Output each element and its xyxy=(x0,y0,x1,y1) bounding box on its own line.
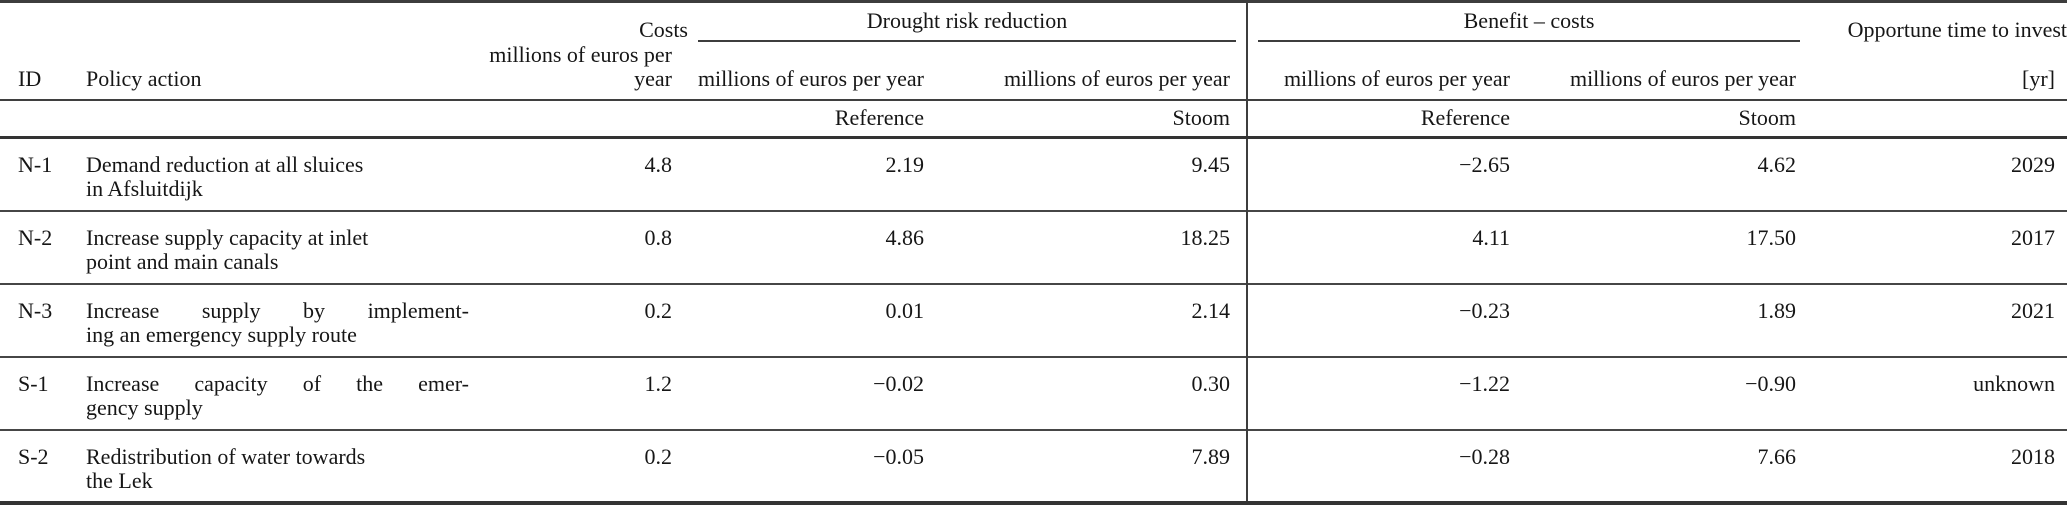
cell-drought-reference: 4.86 xyxy=(688,209,938,284)
cell-policy-action: Redistribution of water towards the Lek xyxy=(85,428,470,503)
cell-drought-stoom: 18.25 xyxy=(938,209,1247,284)
cell-opportune-time: unknown xyxy=(1810,355,2067,430)
unit-costs: millions of euros per year xyxy=(470,41,688,101)
cell-benefit-reference: −1.22 xyxy=(1246,355,1524,430)
cell-id: N-2 xyxy=(0,209,85,284)
action-line1: Increase capacity of the emer- xyxy=(86,370,469,396)
action-line2: point and main canals xyxy=(86,248,279,274)
cell-costs: 4.8 xyxy=(644,152,673,177)
drought-group-label: Drought risk reduction xyxy=(698,8,1236,42)
col-group-opportune-time: Opportune time to invest xyxy=(1847,16,2067,42)
cell-opportune-time: 2017 xyxy=(1810,209,2067,284)
header-id: ID xyxy=(0,41,85,101)
cell-benefit-reference: 4.11 xyxy=(1246,209,1524,284)
cell-id: S-1 xyxy=(0,355,85,430)
table-row-n1: N-1 Demand reduction at all sluices in A… xyxy=(0,137,2067,211)
benefit-group-label: Benefit – costs xyxy=(1258,8,1801,42)
header-benefit-reference: Reference xyxy=(1246,99,1524,139)
unit-benefit-reference: millions of euros per year xyxy=(1246,41,1524,101)
cell-benefit-stoom: 7.66 xyxy=(1524,428,1811,503)
cell-costs: 0.2 xyxy=(470,282,688,357)
col-group-costs: Costs xyxy=(639,16,688,42)
header-benefit-stoom: Stoom xyxy=(1524,99,1811,139)
cell-drought-stoom: 0.30 xyxy=(938,355,1247,430)
unit-drought-stoom: millions of euros per year xyxy=(938,41,1247,101)
cell-opportune-time: 2018 xyxy=(1810,428,2067,503)
spacer-action-2 xyxy=(85,99,470,139)
cell-opportune-time: 2021 xyxy=(1810,282,2067,357)
cell-costs: 0.8 xyxy=(470,209,688,284)
unit-drought-reference: millions of euros per year xyxy=(688,41,938,101)
header-drought-reference: Reference xyxy=(688,99,938,139)
spacer-id xyxy=(0,2,85,42)
action-line2: the Lek xyxy=(86,467,153,493)
cell-drought-stoom: 2.14 xyxy=(938,282,1247,357)
action-line1: Demand reduction at all sluices xyxy=(86,152,364,177)
cell-policy-action: Increase supply capacity at inlet point … xyxy=(85,209,470,284)
cell-benefit-reference: −0.28 xyxy=(1246,428,1524,503)
col-group-benefit-costs: Benefit – costs xyxy=(1245,1,1811,42)
header-drought-stoom: Stoom xyxy=(938,99,1247,139)
action-line2: in Afsluitdijk xyxy=(86,176,203,201)
action-line1: Increase supply capacity at inlet xyxy=(86,224,369,250)
cell-id: S-2 xyxy=(0,428,85,503)
spacer-id-2 xyxy=(0,99,85,139)
unit-benefit-stoom: millions of euros per year xyxy=(1524,41,1811,101)
col-group-drought-risk-reduction: Drought risk reduction xyxy=(688,2,1247,42)
table-row-n3: N-3 Increase supply by implement- ing an… xyxy=(0,282,2067,357)
cell-policy-action: Increase capacity of the emer- gency sup… xyxy=(85,355,470,430)
action-line2: ing an emergency supply route xyxy=(86,321,357,347)
cell-benefit-stoom: 17.50 xyxy=(1524,209,1811,284)
cell-drought-reference: −0.02 xyxy=(688,355,938,430)
action-line2: gency supply xyxy=(86,394,203,420)
spacer-action xyxy=(85,2,470,42)
spacer-costs xyxy=(470,99,688,139)
cell-policy-action: Demand reduction at all sluices in Afslu… xyxy=(85,138,470,211)
cell-policy-action: Increase supply by implement- ing an eme… xyxy=(85,282,470,357)
cell-drought-reference: −0.05 xyxy=(688,428,938,503)
cell-benefit-stoom: −0.90 xyxy=(1524,355,1811,430)
header-units-row: ID Policy action millions of euros per y… xyxy=(0,41,2067,101)
cell-benefit-stoom: 1.89 xyxy=(1524,282,1811,357)
cell-drought-reference: 0.01 xyxy=(688,282,938,357)
cell-drought-reference: 2.19 xyxy=(885,152,925,177)
action-line1: Redistribution of water towards xyxy=(86,443,366,469)
cell-id: N-3 xyxy=(0,282,85,357)
cell-benefit-reference: −2.65 xyxy=(1246,137,1524,211)
spacer-opportune xyxy=(1810,99,2067,139)
header-scenario-row: Reference Stoom Reference Stoom xyxy=(0,99,2067,139)
header-group-row: Costs Drought risk reduction Benefit – c… xyxy=(0,1,2067,42)
unit-year: [yr] xyxy=(1810,41,2067,101)
table-row-n2: N-2 Increase supply capacity at inlet po… xyxy=(0,209,2067,284)
cell-opportune-time: 2029 xyxy=(2011,152,2056,177)
table-row-s1: S-1 Increase capacity of the emer- gency… xyxy=(0,355,2067,430)
cell-benefit-reference: −0.23 xyxy=(1246,282,1524,357)
cell-id: N-1 xyxy=(18,152,53,177)
cell-costs: 1.2 xyxy=(470,355,688,430)
cell-benefit-stoom: 4.62 xyxy=(1757,152,1797,177)
action-line1: Increase supply by implement- xyxy=(86,297,469,323)
cell-drought-stoom: 9.45 xyxy=(1191,152,1231,177)
cell-drought-stoom: 7.89 xyxy=(938,428,1247,503)
table-row-s2: S-2 Redistribution of water towards the … xyxy=(0,428,2067,503)
cell-costs: 0.2 xyxy=(470,428,688,503)
header-policy-action: Policy action xyxy=(85,41,470,101)
